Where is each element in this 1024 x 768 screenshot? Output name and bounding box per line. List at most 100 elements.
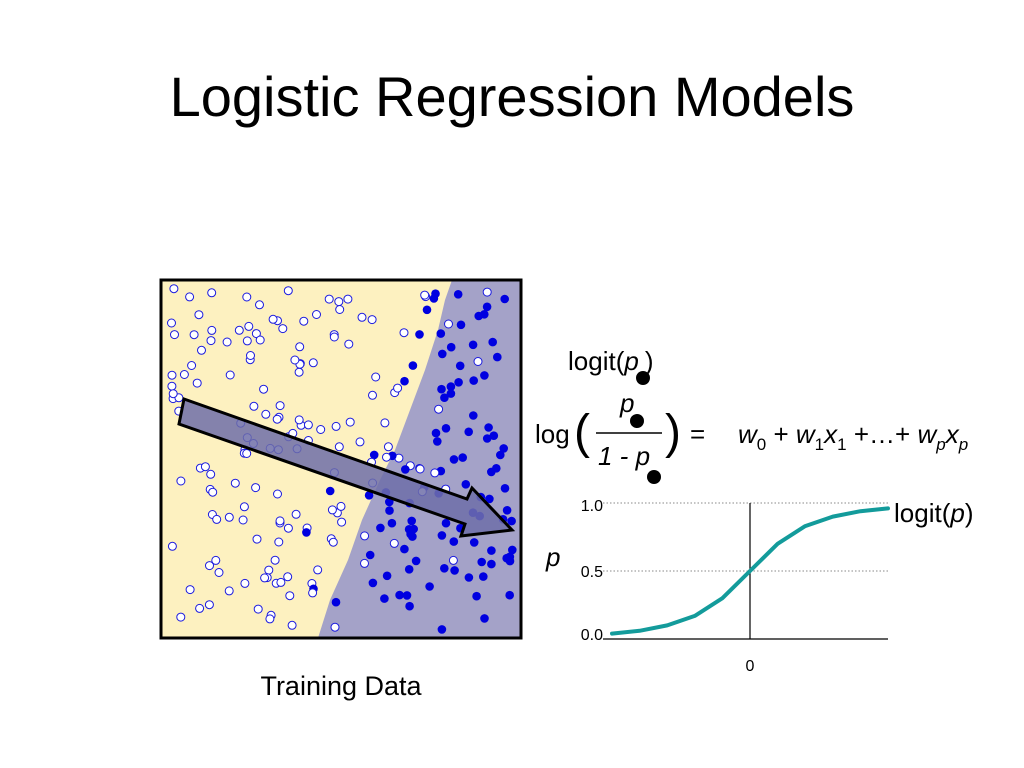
- positive-sample-point: [380, 594, 389, 603]
- marker-dot-icon: [647, 470, 661, 484]
- positive-sample-point: [455, 361, 465, 371]
- positive-sample-point: [446, 382, 456, 391]
- negative-sample-point: [225, 370, 235, 380]
- rhs-sub-pa: p: [935, 435, 945, 454]
- negative-sample-point: [176, 476, 186, 486]
- negative-sample-point: [200, 462, 210, 472]
- positive-sample-point: [479, 572, 488, 581]
- positive-sample-point: [325, 486, 335, 496]
- positive-sample-point: [480, 371, 489, 380]
- positive-sample-point: [369, 450, 379, 460]
- negative-sample-point: [255, 300, 264, 310]
- negative-sample-point: [285, 591, 295, 601]
- negative-sample-point: [344, 339, 354, 349]
- training-data-panel: Training Data: [159, 278, 523, 701]
- negative-sample-point: [242, 449, 252, 458]
- positive-sample-point: [440, 564, 449, 573]
- negative-sample-point: [197, 345, 206, 355]
- negative-sample-point: [420, 290, 430, 300]
- positive-sample-point: [402, 591, 412, 600]
- positive-sample-point: [449, 537, 459, 546]
- negative-sample-point: [259, 384, 269, 394]
- positive-sample-point: [484, 423, 493, 432]
- negative-sample-point: [278, 324, 288, 334]
- negative-sample-point: [206, 469, 216, 479]
- negative-sample-point: [224, 586, 234, 596]
- negative-sample-point: [169, 284, 179, 294]
- negative-sample-point: [252, 534, 262, 544]
- negative-sample-point: [345, 417, 355, 427]
- logit-label: logit(p): [568, 346, 654, 376]
- negative-sample-point: [324, 294, 334, 304]
- positive-sample-point: [407, 516, 417, 526]
- positive-sample-point: [436, 329, 446, 338]
- rhs-w0: w: [738, 419, 759, 449]
- negative-sample-point: [268, 314, 278, 324]
- positive-sample-point: [505, 590, 514, 600]
- positive-sample-point: [461, 480, 471, 489]
- negative-sample-point: [316, 425, 326, 434]
- negative-sample-point: [331, 421, 341, 431]
- negative-sample-point: [204, 600, 214, 610]
- negative-sample-point: [179, 370, 189, 379]
- direction-arrow: [177, 397, 516, 538]
- negative-sample-point: [337, 517, 347, 527]
- positive-sample-point: [395, 590, 404, 600]
- negative-sample-point: [212, 514, 222, 524]
- positive-sample-point: [499, 444, 509, 453]
- positive-sample-point: [368, 578, 378, 588]
- positive-sample-point: [446, 389, 456, 398]
- logit-formula: logit(p) log ( p 1 - p ) = w0 + w1x1 +…+…: [535, 346, 968, 484]
- positive-sample-point: [331, 597, 341, 607]
- negative-sample-point: [238, 515, 248, 525]
- fraction-numerator: p: [619, 388, 634, 418]
- negative-sample-point: [329, 332, 339, 342]
- negative-sample-point: [430, 468, 440, 478]
- negative-sample-point: [383, 442, 393, 452]
- positive-sample-point: [468, 340, 478, 350]
- positive-sample-point: [477, 557, 487, 567]
- positive-sample-point: [302, 528, 311, 537]
- positive-sample-point: [464, 573, 474, 582]
- rhs-x1: x: [822, 419, 838, 449]
- positive-sample-point: [449, 455, 459, 464]
- positive-sample-point: [431, 428, 441, 438]
- positive-sample-point: [502, 506, 512, 515]
- negative-sample-point: [208, 487, 218, 497]
- positive-sample-point: [502, 553, 512, 563]
- positive-sample-point: [400, 544, 409, 554]
- negative-sample-point: [260, 573, 270, 583]
- negative-sample-point: [295, 342, 305, 352]
- negative-sample-point: [360, 558, 369, 568]
- negative-sample-point: [205, 561, 214, 571]
- negative-sample-point: [308, 358, 318, 368]
- rhs-dots: +…+: [847, 419, 918, 449]
- negative-sample-point: [448, 555, 458, 565]
- negative-sample-point: [367, 315, 377, 325]
- negative-sample-point: [275, 401, 285, 411]
- rhs-wp: w: [917, 419, 938, 449]
- positive-sample-point: [364, 491, 374, 500]
- negative-sample-point: [283, 523, 293, 533]
- scatter-caption: Training Data: [260, 671, 422, 701]
- negative-sample-point: [336, 501, 346, 511]
- negative-sample-point: [167, 541, 177, 551]
- series-label-prefix: logit(: [894, 498, 951, 528]
- positive-sample-point: [446, 342, 456, 352]
- scatter-frame: [159, 278, 523, 640]
- negative-sample-point: [399, 328, 409, 338]
- negative-sample-point: [328, 537, 338, 547]
- negative-sample-point: [272, 414, 282, 424]
- positive-sample-point: [431, 289, 440, 299]
- negative-sample-point: [276, 577, 286, 587]
- negative-sample-point: [291, 509, 301, 519]
- linear-predictor: w0 + w1x1 +…+ wpxp: [738, 419, 968, 454]
- positive-sample-point: [500, 484, 510, 493]
- marker-dot-icon: [636, 371, 650, 385]
- negative-sample-point: [290, 355, 300, 365]
- negative-sample-point: [275, 516, 285, 526]
- positive-sample-point: [408, 532, 417, 541]
- negative-sample-point: [222, 337, 232, 347]
- negative-sample-point: [253, 604, 263, 614]
- marker-dot-icon: [630, 414, 644, 428]
